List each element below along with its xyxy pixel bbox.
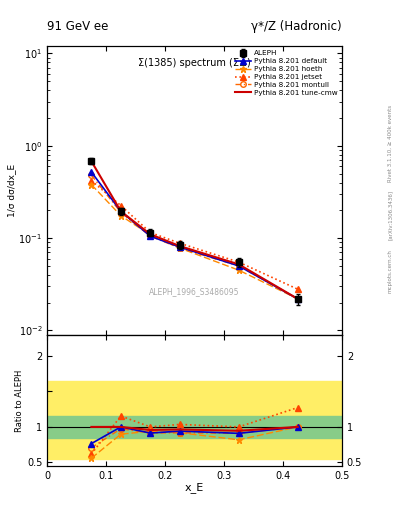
Text: 91 GeV ee: 91 GeV ee — [47, 20, 108, 33]
Pythia 8.201 tune-cmw — [89, 158, 94, 164]
Pythia 8.201 default — [237, 263, 241, 269]
Pythia 8.201 hoeth — [296, 296, 300, 302]
Pythia 8.201 tune-cmw — [178, 243, 182, 249]
Text: Σ(1385) spectrum (Σ±): Σ(1385) spectrum (Σ±) — [138, 58, 251, 68]
Pythia 8.201 montull — [296, 296, 300, 302]
Pythia 8.201 montull — [178, 245, 182, 251]
Pythia 8.201 hoeth — [119, 212, 123, 219]
Pythia 8.201 montull — [89, 172, 94, 178]
Pythia 8.201 hoeth — [89, 181, 94, 187]
Text: Rivet 3.1.10, ≥ 400k events: Rivet 3.1.10, ≥ 400k events — [387, 105, 392, 182]
Bar — [47, 381, 342, 459]
Pythia 8.201 jetset — [178, 240, 182, 246]
Pythia 8.201 montull — [237, 263, 241, 269]
Text: mcplots.cern.ch: mcplots.cern.ch — [387, 249, 392, 293]
Text: ALEPH_1996_S3486095: ALEPH_1996_S3486095 — [149, 287, 240, 296]
Pythia 8.201 hoeth — [148, 232, 152, 238]
Pythia 8.201 default — [148, 233, 152, 239]
Pythia 8.201 tune-cmw — [237, 261, 241, 267]
Pythia 8.201 hoeth — [178, 245, 182, 251]
Line: Pythia 8.201 jetset: Pythia 8.201 jetset — [88, 178, 301, 292]
Pythia 8.201 tune-cmw — [148, 231, 152, 238]
Bar — [47, 416, 342, 438]
Pythia 8.201 tune-cmw — [296, 296, 300, 302]
Pythia 8.201 jetset — [237, 259, 241, 265]
Legend: ALEPH, Pythia 8.201 default, Pythia 8.201 hoeth, Pythia 8.201 jetset, Pythia 8.2: ALEPH, Pythia 8.201 default, Pythia 8.20… — [232, 48, 340, 99]
Pythia 8.201 hoeth — [237, 267, 241, 273]
Pythia 8.201 montull — [148, 233, 152, 239]
Pythia 8.201 tune-cmw — [119, 208, 123, 215]
Y-axis label: 1/σ dσ/dx_E: 1/σ dσ/dx_E — [7, 164, 16, 217]
Pythia 8.201 montull — [119, 209, 123, 216]
Text: γ*/Z (Hadronic): γ*/Z (Hadronic) — [251, 20, 342, 33]
Pythia 8.201 default — [178, 244, 182, 250]
Line: Pythia 8.201 tune-cmw: Pythia 8.201 tune-cmw — [91, 161, 298, 299]
Pythia 8.201 default — [89, 169, 94, 175]
Pythia 8.201 jetset — [148, 229, 152, 236]
Line: Pythia 8.201 montull: Pythia 8.201 montull — [88, 173, 301, 302]
Text: [arXiv:1306.3436]: [arXiv:1306.3436] — [387, 190, 392, 240]
X-axis label: x_E: x_E — [185, 482, 204, 493]
Y-axis label: Ratio to ALEPH: Ratio to ALEPH — [15, 369, 24, 432]
Pythia 8.201 jetset — [119, 203, 123, 209]
Pythia 8.201 default — [119, 208, 123, 215]
Pythia 8.201 default — [296, 296, 300, 302]
Line: Pythia 8.201 hoeth: Pythia 8.201 hoeth — [88, 181, 301, 303]
Pythia 8.201 jetset — [296, 286, 300, 292]
Pythia 8.201 jetset — [89, 178, 94, 184]
Line: Pythia 8.201 default: Pythia 8.201 default — [88, 169, 301, 302]
